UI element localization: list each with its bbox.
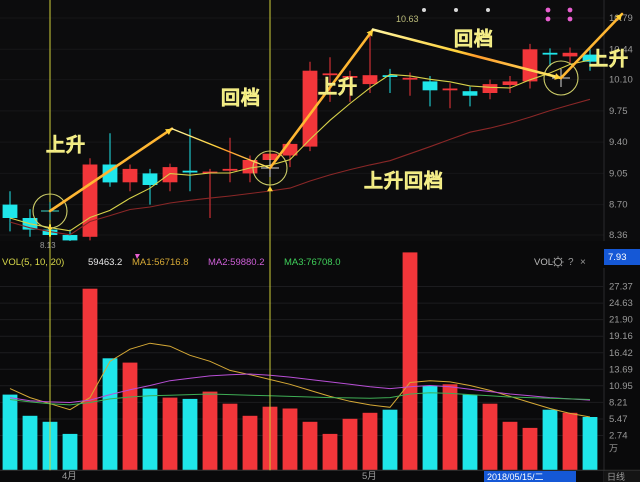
svg-text:万: 万 <box>609 444 618 454</box>
svg-text:8.21: 8.21 <box>609 397 628 408</box>
svg-text:MA3:76708.0: MA3:76708.0 <box>284 257 341 268</box>
svg-text:MA1:56716.8: MA1:56716.8 <box>132 257 189 268</box>
svg-text:8.70: 8.70 <box>609 200 628 211</box>
svg-text:4月: 4月 <box>62 471 77 482</box>
svg-text:5月: 5月 <box>362 471 377 482</box>
svg-text:5.47: 5.47 <box>609 414 628 425</box>
svg-text:上升: 上升 <box>318 76 358 98</box>
svg-text:上升: 上升 <box>589 48 629 70</box>
svg-text:9.05: 9.05 <box>609 168 628 179</box>
svg-text:7.93: 7.93 <box>608 252 627 263</box>
svg-text:59463.2: 59463.2 <box>88 257 122 268</box>
svg-text:上升回档: 上升回档 <box>364 169 444 192</box>
svg-text:21.90: 21.90 <box>609 315 633 326</box>
svg-text:VOL(5, 10, 20): VOL(5, 10, 20) <box>2 257 64 268</box>
svg-text:13.69: 13.69 <box>609 364 633 375</box>
svg-text:VOL: VOL <box>534 257 553 268</box>
svg-text:?: ? <box>568 257 574 268</box>
svg-text:2018/05/15/二: 2018/05/15/二 <box>487 472 544 482</box>
svg-text:16.42: 16.42 <box>609 348 633 359</box>
svg-text:10.10: 10.10 <box>609 75 633 86</box>
svg-text:10.63: 10.63 <box>396 14 419 24</box>
svg-text:9.40: 9.40 <box>609 137 628 148</box>
svg-text:19.16: 19.16 <box>609 331 633 342</box>
svg-text:24.63: 24.63 <box>609 298 633 309</box>
svg-text:10.95: 10.95 <box>609 381 633 392</box>
svg-text:MA2:59880.2: MA2:59880.2 <box>208 257 265 268</box>
svg-text:27.37: 27.37 <box>609 282 633 293</box>
svg-text:回档: 回档 <box>454 27 494 50</box>
svg-text:回档: 回档 <box>221 86 261 109</box>
svg-text:日线: 日线 <box>607 471 625 482</box>
svg-text:9.75: 9.75 <box>609 106 628 117</box>
svg-text:上升: 上升 <box>46 134 86 156</box>
svg-text:8.13: 8.13 <box>40 241 56 250</box>
svg-text:2.74: 2.74 <box>609 431 628 442</box>
svg-text:8.36: 8.36 <box>609 230 628 241</box>
svg-text:×: × <box>580 257 586 268</box>
